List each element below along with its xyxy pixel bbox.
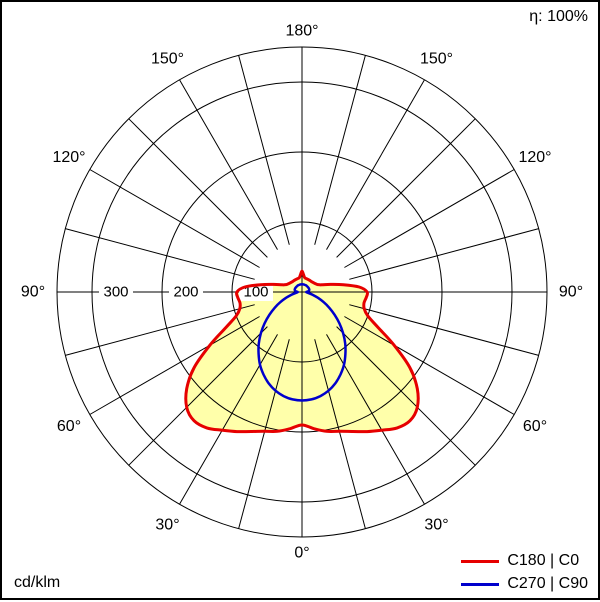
c270-c90-line-swatch <box>461 582 500 586</box>
c180-c0-curve <box>184 269 420 434</box>
radial-tick-bg <box>99 283 133 301</box>
grid-spoke <box>238 339 290 529</box>
grid-spoke <box>336 326 476 466</box>
radial-tick-label: 300 <box>103 284 128 301</box>
legend-label-c270-c90: C270 | C90 <box>507 575 588 592</box>
angle-label: 180° <box>285 23 318 40</box>
angle-label: 150° <box>420 51 453 68</box>
grid-spoke <box>326 334 425 505</box>
grid-spoke <box>179 79 278 250</box>
angle-label: 30° <box>155 517 179 534</box>
angle-label: 30° <box>424 517 448 534</box>
angle-label: 60° <box>523 418 547 435</box>
grid-spoke <box>349 228 539 280</box>
grid-spoke <box>89 169 260 268</box>
grid-spoke <box>336 118 476 258</box>
grid-spoke <box>349 304 539 356</box>
grid-spoke <box>344 169 515 268</box>
angle-label: 0° <box>294 545 309 562</box>
angle-label: 90° <box>21 284 45 301</box>
c180-c0-line-swatch <box>461 559 500 563</box>
grid-spoke <box>344 316 515 415</box>
radial-tick-label: 200 <box>173 284 198 301</box>
legend-item-c180-c0: C180 | C0 <box>461 552 588 570</box>
grid-spoke <box>314 55 366 245</box>
angle-label: 120° <box>52 149 85 166</box>
angle-label: 150° <box>151 51 184 68</box>
angle-label: 60° <box>57 418 81 435</box>
angle-label: 120° <box>518 149 551 166</box>
grid-spoke <box>65 304 255 356</box>
grid-spoke <box>326 79 425 250</box>
grid-spoke <box>314 339 366 529</box>
legend-item-c270-c90: C270 | C90 <box>461 575 588 593</box>
grid-spoke <box>179 334 278 505</box>
legend: C180 | C0 C270 | C90 <box>461 552 588 593</box>
efficiency-label: η: 100% <box>529 8 588 25</box>
grid-spoke <box>89 316 260 415</box>
legend-label-c180-c0: C180 | C0 <box>507 552 580 569</box>
grid-spoke <box>238 55 290 245</box>
grid-spoke <box>65 228 255 280</box>
units-label: cd/klm <box>14 574 61 591</box>
radial-tick-label: 100 <box>243 284 268 301</box>
angle-label: 90° <box>559 284 583 301</box>
grid-spoke <box>128 118 268 258</box>
grid-spoke <box>128 326 268 466</box>
radial-tick-bg <box>169 283 203 301</box>
c270-c90-curve <box>257 283 347 402</box>
